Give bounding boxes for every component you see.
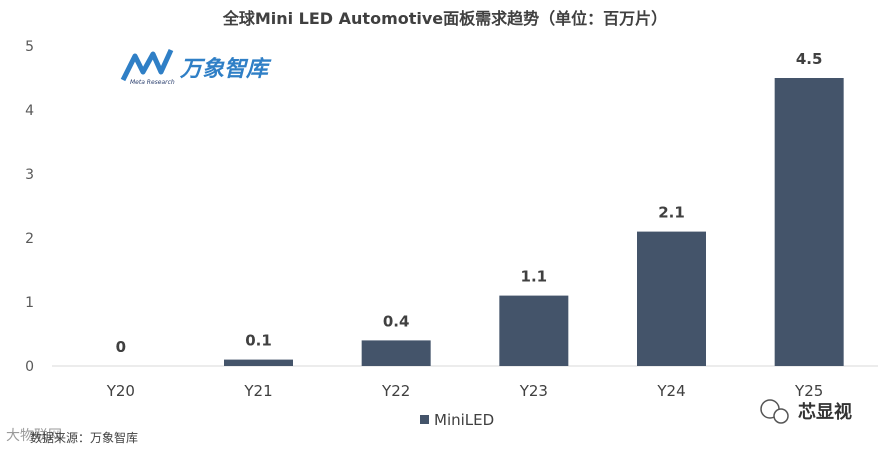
data-labels: 0 0.1 0.4 1.1 2.1 4.5 bbox=[116, 50, 823, 356]
x-axis: Y20 Y21 Y22 Y23 Y24 Y25 bbox=[106, 382, 824, 400]
y-tick-label: 3 bbox=[25, 167, 34, 183]
x-tick-label: Y24 bbox=[656, 382, 685, 400]
y-tick-label: 1 bbox=[25, 295, 34, 311]
source-note: 数据来源：万象智库 bbox=[30, 430, 138, 445]
data-label-y20: 0 bbox=[116, 338, 126, 356]
legend-swatch bbox=[420, 415, 429, 424]
data-label-y25: 4.5 bbox=[796, 50, 823, 68]
logo-mark-icon bbox=[120, 48, 174, 82]
legend-label: MiniLED bbox=[434, 411, 494, 429]
y-axis: 0 1 2 3 4 5 bbox=[25, 39, 34, 375]
data-label-y22: 0.4 bbox=[383, 312, 410, 330]
data-label-y21: 0.1 bbox=[245, 332, 272, 350]
corner-watermark: 大物联网 bbox=[6, 428, 62, 444]
bar-y22 bbox=[361, 340, 431, 366]
x-tick-label: Y21 bbox=[243, 382, 272, 400]
y-tick-label: 0 bbox=[25, 359, 34, 375]
x-tick-label: Y22 bbox=[381, 382, 410, 400]
legend: MiniLED bbox=[420, 411, 494, 429]
bar-y23 bbox=[499, 295, 569, 366]
y-tick-label: 4 bbox=[25, 103, 34, 119]
meta-research-logo: Meta Research 万象智库 bbox=[120, 48, 272, 86]
watermark-text: 芯显视 bbox=[798, 401, 852, 423]
logo-name: 万象智库 bbox=[179, 56, 272, 82]
chart-title: 全球Mini LED Automotive面板需求趋势（单位：百万片） bbox=[222, 9, 667, 28]
x-tick-label: Y23 bbox=[519, 382, 548, 400]
x-tick-label: Y20 bbox=[106, 382, 135, 400]
logo-subtitle: Meta Research bbox=[130, 79, 175, 86]
wechat-watermark: 芯显视 bbox=[760, 399, 852, 424]
bar-y24 bbox=[637, 231, 706, 366]
bar-series bbox=[224, 78, 844, 366]
data-label-y23: 1.1 bbox=[521, 268, 548, 286]
bar-y25 bbox=[774, 78, 844, 366]
y-tick-label: 5 bbox=[25, 39, 34, 55]
data-label-y24: 2.1 bbox=[658, 204, 685, 222]
y-tick-label: 2 bbox=[25, 231, 34, 247]
bar-y21 bbox=[224, 359, 293, 366]
x-tick-label: Y25 bbox=[794, 382, 823, 400]
